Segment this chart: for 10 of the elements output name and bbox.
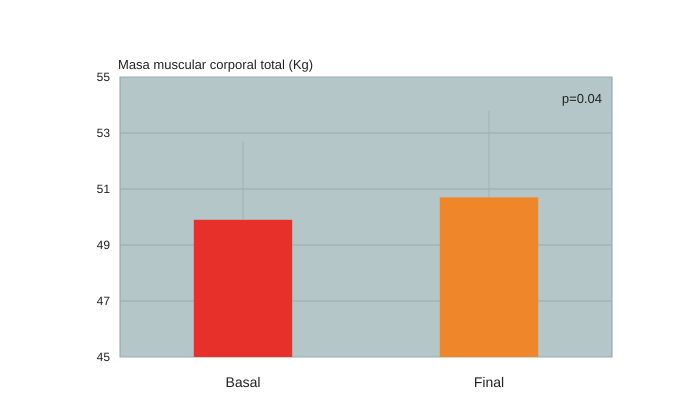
y-tick-label: 47	[96, 294, 110, 308]
x-tick-label: Basal	[225, 374, 261, 390]
y-tick-label: 55	[96, 70, 110, 84]
annotation: p=0.04	[562, 91, 602, 106]
y-tick-label: 53	[96, 126, 110, 140]
y-axis-title: Masa muscular corporal total (Kg)	[118, 57, 314, 72]
y-tick-label: 51	[96, 182, 110, 196]
y-tick-label: 45	[96, 350, 110, 364]
x-tick-label: Final	[474, 374, 504, 390]
y-tick-label: 49	[96, 238, 110, 252]
